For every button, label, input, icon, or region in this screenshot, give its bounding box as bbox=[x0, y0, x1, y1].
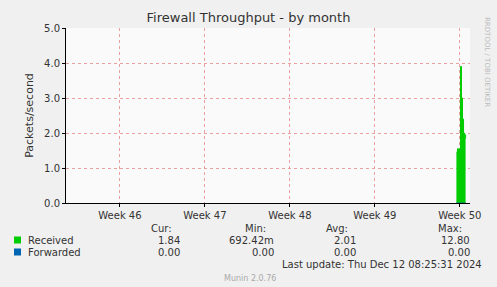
svg-text:Received: Received bbox=[28, 235, 74, 246]
svg-text:0.00: 0.00 bbox=[448, 247, 470, 258]
svg-text:Week 50: Week 50 bbox=[438, 210, 481, 221]
svg-text:1.84: 1.84 bbox=[158, 235, 180, 246]
svg-text:Min:: Min: bbox=[245, 223, 266, 234]
svg-text:Packets/second: Packets/second bbox=[23, 73, 36, 158]
svg-text:Last update: Thu Dec 12 08:25:: Last update: Thu Dec 12 08:25:31 2024 bbox=[282, 259, 482, 270]
svg-text:1.0: 1.0 bbox=[44, 163, 60, 174]
svg-text:0.00: 0.00 bbox=[158, 247, 180, 258]
svg-text:3.0: 3.0 bbox=[44, 93, 60, 104]
svg-text:5.0: 5.0 bbox=[44, 23, 60, 34]
svg-text:692.42m: 692.42m bbox=[229, 235, 274, 246]
svg-text:0.0: 0.0 bbox=[44, 198, 60, 209]
svg-text:12.80: 12.80 bbox=[441, 235, 470, 246]
svg-text:4.0: 4.0 bbox=[44, 58, 60, 69]
svg-text:0.00: 0.00 bbox=[252, 247, 274, 258]
svg-text:Munin 2.0.76: Munin 2.0.76 bbox=[224, 274, 276, 283]
svg-text:Week 48: Week 48 bbox=[268, 210, 311, 221]
svg-text:RRDTOOL / TOBI OETIKER: RRDTOOL / TOBI OETIKER bbox=[483, 17, 491, 107]
svg-text:0.00: 0.00 bbox=[334, 247, 356, 258]
svg-text:Max:: Max: bbox=[438, 223, 462, 234]
svg-text:Cur:: Cur: bbox=[151, 223, 172, 234]
svg-text:Week 49: Week 49 bbox=[353, 210, 396, 221]
svg-text:2.0: 2.0 bbox=[44, 128, 60, 139]
svg-text:Forwarded: Forwarded bbox=[28, 247, 81, 258]
svg-text:2.01: 2.01 bbox=[334, 235, 356, 246]
svg-text:Week 47: Week 47 bbox=[183, 210, 226, 221]
svg-text:Avg:: Avg: bbox=[326, 223, 348, 234]
svg-text:Firewall Throughput - by month: Firewall Throughput - by month bbox=[147, 10, 351, 25]
svg-text:Week 46: Week 46 bbox=[98, 210, 141, 221]
